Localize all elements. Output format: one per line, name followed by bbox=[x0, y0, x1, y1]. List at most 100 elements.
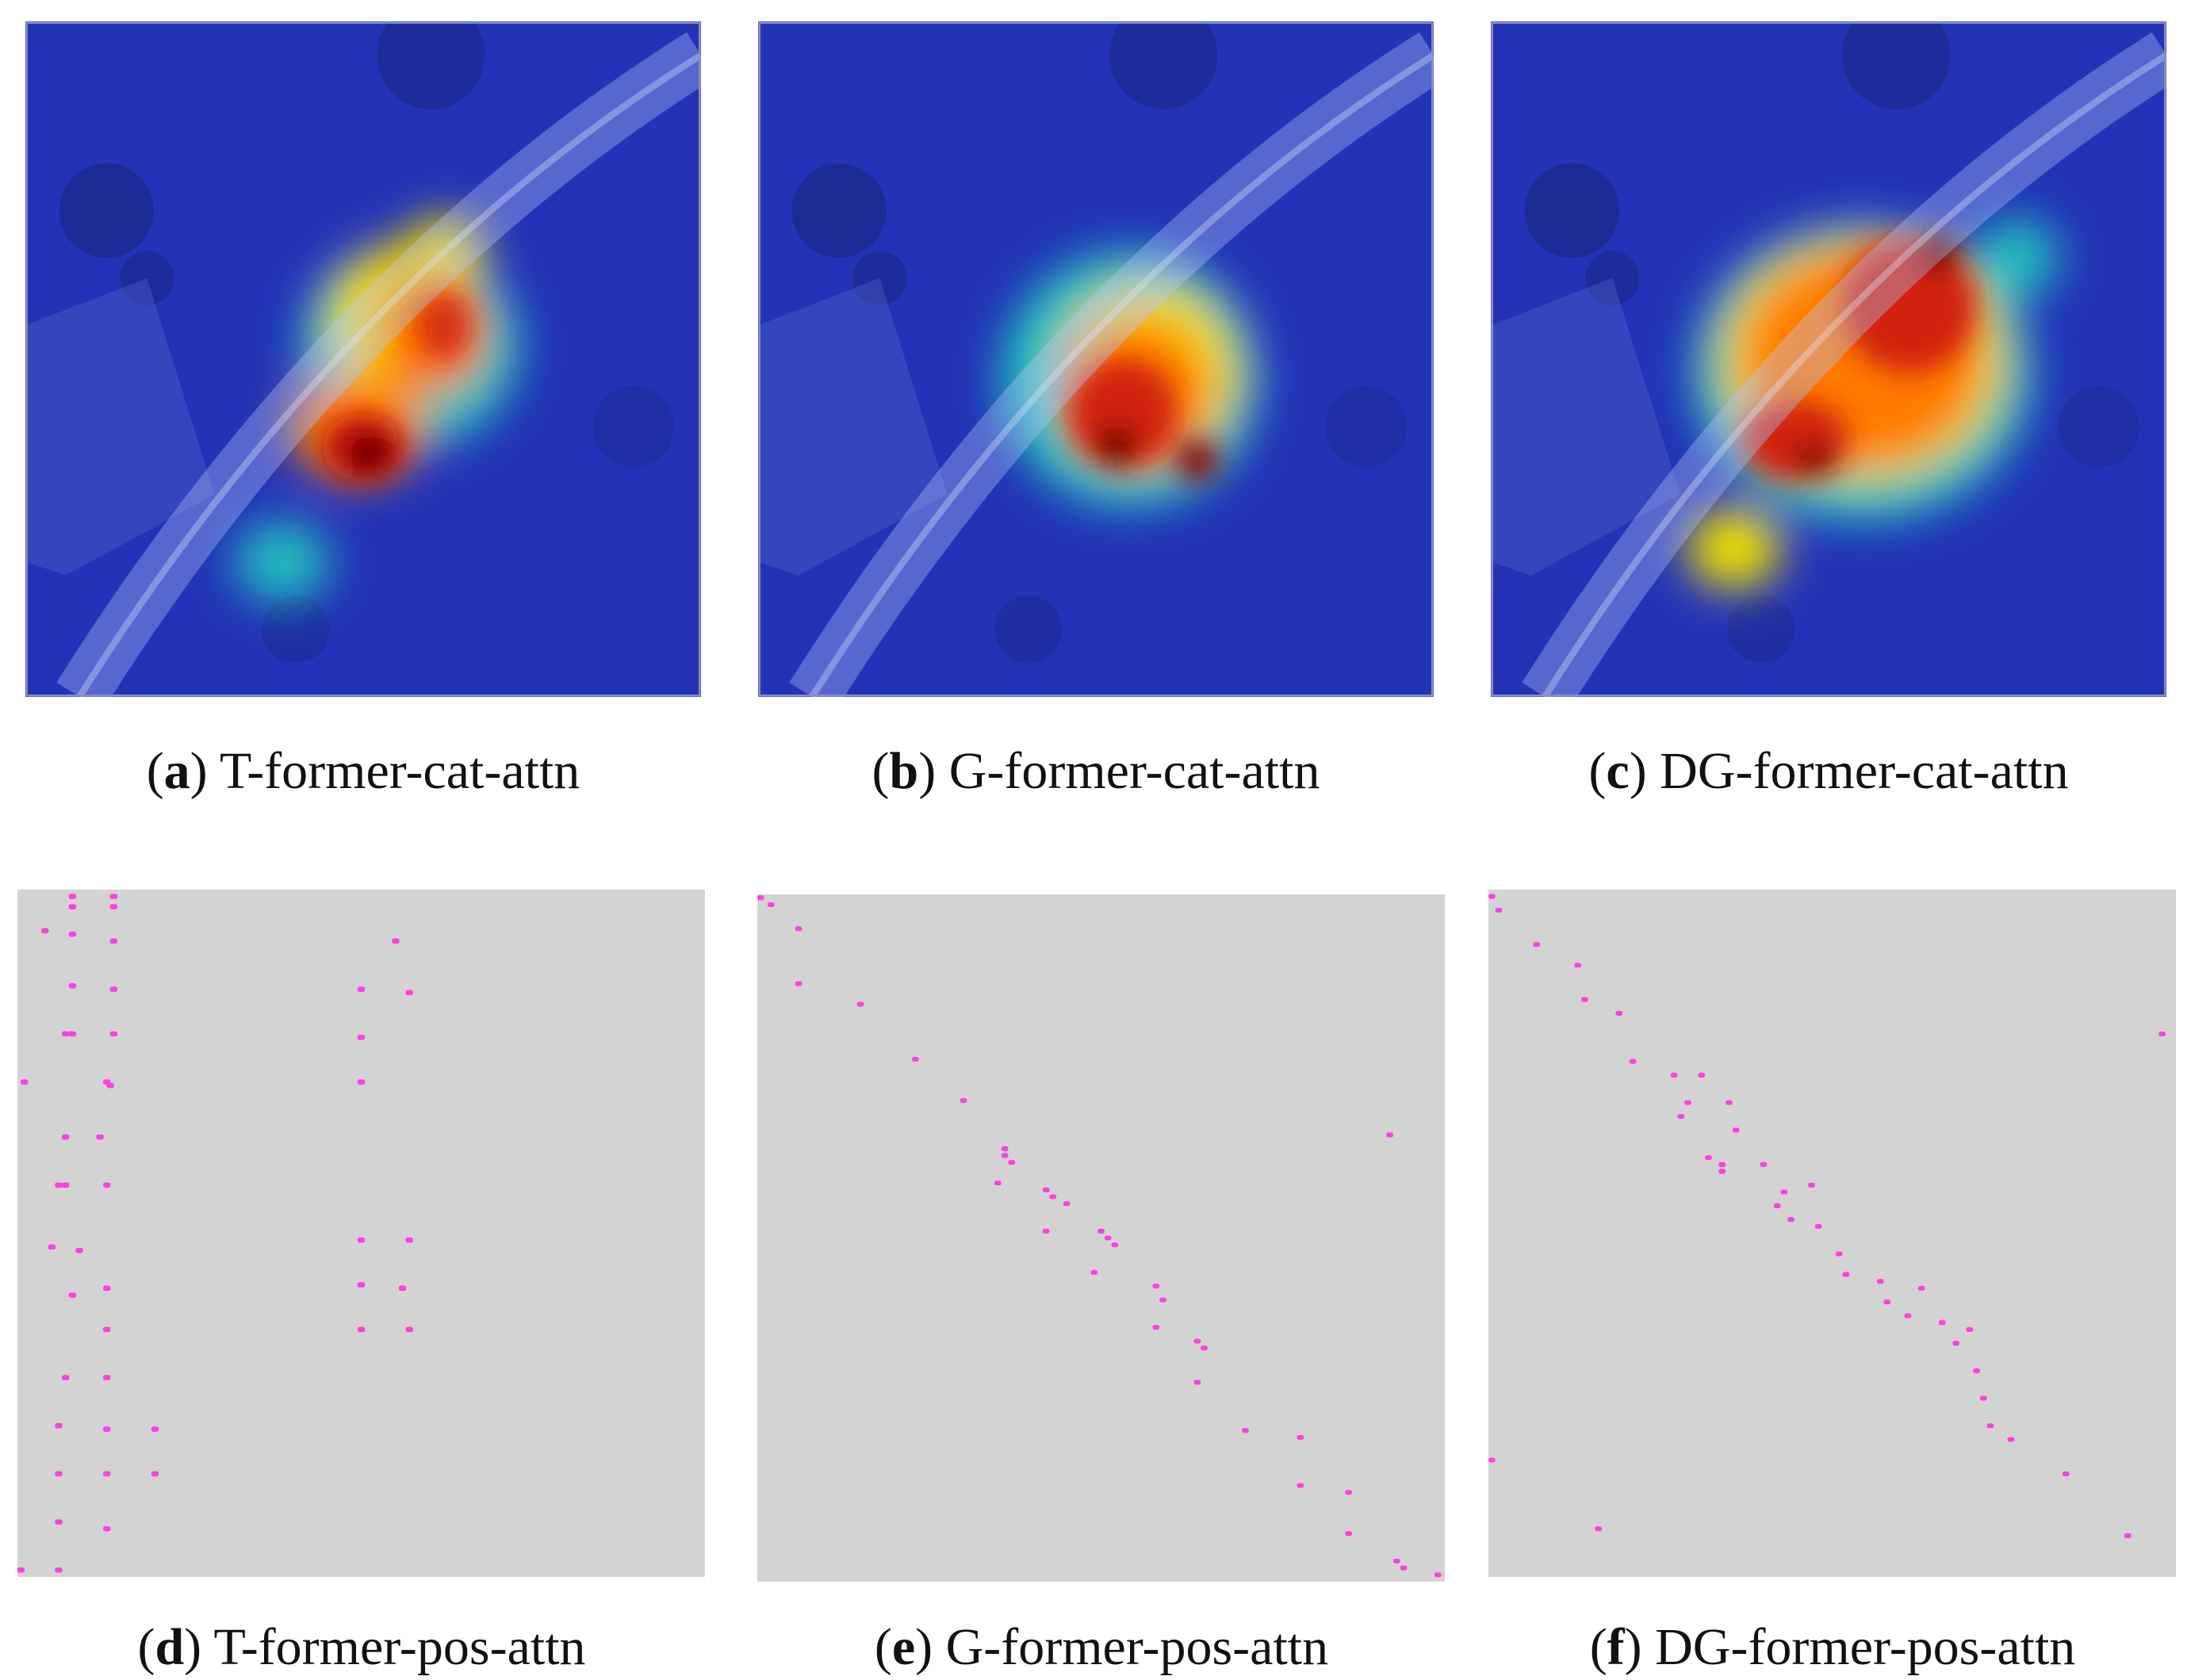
caption-text: T-former-pos-attn bbox=[213, 1618, 586, 1676]
attention-dot bbox=[1345, 1490, 1352, 1495]
attention-dot bbox=[960, 1098, 967, 1104]
attention-dot bbox=[1917, 1285, 1925, 1291]
attention-dot bbox=[68, 894, 77, 900]
attention-dot bbox=[1787, 1217, 1795, 1223]
attention-dot bbox=[1835, 1251, 1843, 1257]
caption-letter: a bbox=[163, 742, 190, 800]
caption-text: G-former-cat-attn bbox=[948, 742, 1320, 800]
attention-dot bbox=[75, 1247, 83, 1253]
attention-dot bbox=[1615, 1011, 1623, 1016]
attention-dot bbox=[68, 932, 77, 937]
attention-dot bbox=[55, 1567, 63, 1573]
attention-dot bbox=[1400, 1565, 1408, 1571]
attention-dot bbox=[1201, 1345, 1208, 1351]
attention-dot bbox=[1488, 894, 1496, 899]
caption-letter: d bbox=[155, 1618, 185, 1676]
attention-dot bbox=[1345, 1531, 1352, 1536]
attention-dot bbox=[55, 1519, 63, 1525]
caption-letter: c bbox=[1606, 742, 1630, 800]
attention-dot bbox=[68, 1292, 77, 1298]
attention-dot bbox=[405, 989, 413, 996]
attention-dot bbox=[1705, 1155, 1712, 1161]
heatmap-panel-a bbox=[25, 21, 701, 697]
attention-dot bbox=[357, 1079, 366, 1085]
attention-dot bbox=[1684, 1100, 1691, 1105]
attention-dot bbox=[2007, 1437, 2015, 1442]
attention-dot bbox=[1677, 1114, 1685, 1119]
attention-dot bbox=[1842, 1272, 1850, 1277]
caption-e: (e) G-former-pos-attn bbox=[874, 1618, 1329, 1676]
attention-dot bbox=[102, 1426, 111, 1432]
attention-dot bbox=[1111, 1242, 1119, 1248]
attention-dot bbox=[357, 1237, 366, 1243]
heatmap-panel-c bbox=[1491, 21, 2166, 697]
attention-dot bbox=[1090, 1269, 1098, 1275]
attention-dot bbox=[1042, 1228, 1050, 1234]
attention-dot bbox=[1808, 1182, 1815, 1188]
attention-dot bbox=[405, 1326, 413, 1333]
attention-dot bbox=[2124, 1533, 2132, 1539]
attention-dot bbox=[1242, 1428, 1249, 1433]
attention-dot bbox=[102, 1285, 111, 1292]
attention-dot bbox=[1488, 1457, 1496, 1463]
attention-dot bbox=[405, 1237, 413, 1243]
attention-map-panel-f bbox=[1488, 890, 2176, 1577]
attention-dot bbox=[1392, 1558, 1400, 1564]
attention-dot bbox=[1434, 1572, 1442, 1578]
caption-text: DG-former-cat-attn bbox=[1660, 742, 2069, 800]
attention-dot bbox=[1726, 1100, 1733, 1105]
attention-dot bbox=[357, 1035, 366, 1040]
attention-dot bbox=[102, 1525, 111, 1532]
attention-dot bbox=[795, 981, 802, 986]
attention-dot bbox=[1533, 942, 1541, 947]
attention-dot bbox=[1966, 1326, 1974, 1332]
attention-dot bbox=[109, 938, 118, 944]
attention-map-panel-e bbox=[757, 894, 1445, 1582]
attention-dot bbox=[795, 926, 802, 932]
attention-dot bbox=[109, 904, 118, 910]
attention-dot bbox=[102, 1375, 111, 1380]
attention-dot bbox=[1152, 1284, 1160, 1289]
attention-dot bbox=[109, 894, 118, 900]
attention-dot bbox=[48, 1244, 56, 1250]
attention-dot bbox=[151, 1471, 159, 1477]
attention-dot bbox=[1042, 1187, 1050, 1192]
heatmap-panel-b bbox=[758, 21, 1434, 697]
attention-dot bbox=[994, 1181, 1002, 1186]
attention-dot bbox=[1904, 1313, 1912, 1318]
attention-dot bbox=[61, 1134, 70, 1140]
attention-dot bbox=[1001, 1146, 1009, 1151]
attention-dot bbox=[55, 1471, 63, 1477]
caption-letter: b bbox=[889, 742, 919, 800]
attention-dot bbox=[357, 1282, 366, 1288]
attention-dot bbox=[1986, 1423, 1994, 1429]
attention-dot bbox=[109, 986, 118, 993]
attention-dot bbox=[61, 1031, 70, 1037]
attention-dot bbox=[106, 1082, 114, 1089]
caption-letter: e bbox=[891, 1618, 916, 1676]
attention-dot bbox=[1001, 1153, 1009, 1158]
caption-d: (d) T-former-pos-attn bbox=[137, 1618, 586, 1676]
attention-dot bbox=[1574, 962, 1582, 968]
attention-dot bbox=[1097, 1228, 1105, 1234]
attention-dot bbox=[1595, 1526, 1603, 1532]
attention-dot bbox=[1495, 907, 1503, 913]
attention-dot bbox=[20, 1079, 29, 1085]
attention-dot bbox=[151, 1426, 159, 1432]
attention-dot bbox=[1193, 1338, 1201, 1344]
attention-dot bbox=[68, 1031, 77, 1037]
attention-dot bbox=[102, 1326, 111, 1333]
attention-dot bbox=[55, 1422, 63, 1429]
attention-dot bbox=[1670, 1073, 1678, 1078]
attention-dot bbox=[40, 928, 49, 934]
caption-text: DG-former-pos-attn bbox=[1655, 1618, 2076, 1676]
attention-dot bbox=[1780, 1189, 1788, 1195]
attention-dot bbox=[1718, 1161, 1726, 1167]
attention-dot bbox=[1718, 1169, 1726, 1174]
caption-a: (a) T-former-cat-attn bbox=[146, 742, 580, 800]
attention-dot bbox=[1297, 1434, 1304, 1440]
attention-dot bbox=[2158, 1031, 2166, 1037]
attention-dot bbox=[1159, 1297, 1166, 1303]
attention-dot bbox=[1386, 1132, 1393, 1138]
attention-dot bbox=[1876, 1279, 1884, 1284]
